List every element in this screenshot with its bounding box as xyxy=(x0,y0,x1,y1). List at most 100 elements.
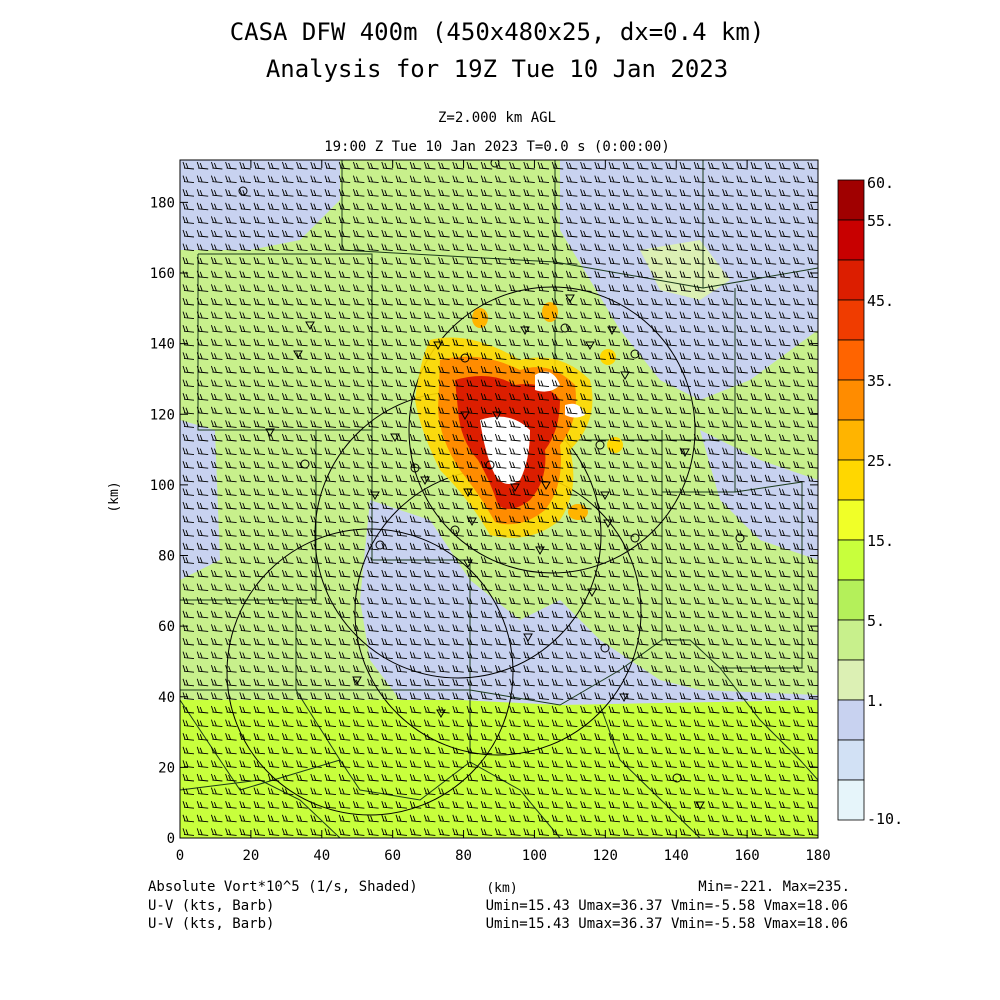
y-axis-label: (km) xyxy=(107,481,122,512)
radar-site-marker xyxy=(375,540,385,550)
radar-site-marker xyxy=(463,559,473,569)
wind-barbs xyxy=(182,160,818,836)
wind-stats-1: Umin=15.43 Umax=36.37 Vmin=-5.58 Vmax=18… xyxy=(486,898,848,914)
radar-site-marker xyxy=(585,341,595,351)
radar-site-marker xyxy=(450,525,460,535)
radar-site-marker xyxy=(735,533,745,543)
x-tick-label: 140 xyxy=(664,848,689,864)
colorbar-label: -10. xyxy=(867,810,903,828)
radar-site-marker xyxy=(352,676,362,686)
radar-site-marker xyxy=(595,440,605,450)
radar-site-marker xyxy=(460,411,470,421)
radar-site-marker xyxy=(619,693,629,703)
radar-site-marker xyxy=(293,350,303,360)
y-tick-label: 20 xyxy=(158,760,175,776)
y-tick-label: 140 xyxy=(150,337,175,353)
wind-barb-label-1: U-V (kts, Barb) xyxy=(148,898,274,914)
radar-site-marker xyxy=(492,411,502,421)
x-tick-label: 100 xyxy=(522,848,547,864)
y-tick-label: 180 xyxy=(150,195,175,211)
radar-site-marker xyxy=(603,519,613,529)
x-tick-label: 160 xyxy=(734,848,759,864)
radar-site-marker xyxy=(560,323,570,333)
wind-barb-label-2: U-V (kts, Barb) xyxy=(148,916,274,932)
wind-stats-2: Umin=15.43 Umax=36.37 Vmin=-5.58 Vmax=18… xyxy=(486,916,848,932)
colorbar-segment xyxy=(837,579,865,621)
title-line-2: Analysis for 19Z Tue 10 Jan 2023 xyxy=(266,55,728,83)
colorbar-segment xyxy=(837,779,865,821)
y-tick-label: 160 xyxy=(150,266,175,282)
colorbar-segment xyxy=(837,259,865,301)
colorbar-segment xyxy=(837,619,865,661)
x-tick-label: 60 xyxy=(384,848,401,864)
radar-site-marker xyxy=(600,643,610,653)
radar-site-marker xyxy=(390,433,400,443)
x-tick-label: 180 xyxy=(805,848,830,864)
colorbar-segment xyxy=(837,179,865,221)
radar-site-marker xyxy=(238,186,248,196)
y-tick-label: 80 xyxy=(158,549,175,565)
colorbar-segment xyxy=(837,499,865,541)
colorbar-label: 25. xyxy=(867,452,894,470)
radar-site-marker xyxy=(695,801,705,811)
colorbar-label: 1. xyxy=(867,692,885,710)
pale-region-n xyxy=(640,240,730,300)
radar-site-marker xyxy=(410,463,420,473)
colorbar-segment xyxy=(837,739,865,781)
blue-region-west xyxy=(180,420,220,580)
radar-site-marker xyxy=(265,428,275,438)
colorbar-segment xyxy=(837,699,865,741)
radar-site-marker xyxy=(630,349,640,359)
x-tick-label: 40 xyxy=(313,848,330,864)
radar-site-marker xyxy=(535,546,545,556)
colorbar-segment xyxy=(837,659,865,701)
colorbar-label: 5. xyxy=(867,612,885,630)
radar-site-marker xyxy=(565,294,575,304)
radar-site-marker xyxy=(600,491,610,501)
y-tick-label: 100 xyxy=(150,478,175,494)
radar-site-marker xyxy=(305,321,315,331)
radar-site-marker xyxy=(460,353,470,363)
radar-site-marker xyxy=(541,481,551,491)
radar-site-marker xyxy=(463,488,473,498)
colorbar-label: 15. xyxy=(867,532,894,550)
min-max-label: Min=-221. Max=235. xyxy=(698,879,850,895)
colorbar-segment xyxy=(837,219,865,261)
x-tick-label: 120 xyxy=(593,848,618,864)
radar-site-marker xyxy=(523,633,533,643)
radar-site-marker xyxy=(467,517,477,527)
radar-site-marker xyxy=(485,460,495,470)
vorticity-maxima xyxy=(415,302,623,538)
radar-site-marker xyxy=(433,341,443,351)
wind-barb-glyphs xyxy=(182,161,818,836)
colorbar-segment xyxy=(837,379,865,421)
radar-site-marker xyxy=(607,326,617,336)
y-tick-label: 40 xyxy=(158,690,175,706)
radar-site-marker xyxy=(630,533,640,543)
radar-site-marker xyxy=(520,326,530,336)
radar-site-marker xyxy=(300,459,310,469)
level-label: Z=2.000 km AGL xyxy=(438,110,556,126)
colorbar-segment xyxy=(837,339,865,381)
y-tick-label: 0 xyxy=(167,831,175,847)
radar-site-marker xyxy=(620,371,630,381)
map-area xyxy=(180,160,818,838)
colorbar-segment xyxy=(837,419,865,461)
radar-site-marker xyxy=(587,588,597,598)
field-label: Absolute Vort*10^5 (1/s, Shaded) xyxy=(148,879,418,895)
time-label: 19:00 Z Tue 10 Jan 2023 T=0.0 s (0:00:00… xyxy=(324,139,670,155)
radar-site-marker xyxy=(490,160,500,168)
colorbar-label: 60. xyxy=(867,174,894,192)
colorbar-segment xyxy=(837,299,865,341)
radar-site-marker xyxy=(436,709,446,719)
colorbar: 60. 55. 45. 35. 25. 15. 5. 1. -10. xyxy=(837,174,903,828)
x-tick-label: 80 xyxy=(455,848,472,864)
x-tick-label: 0 xyxy=(176,848,184,864)
radar-site-marker xyxy=(680,448,690,458)
radar-site-marker xyxy=(370,491,380,501)
y-tick-label: 60 xyxy=(158,619,175,635)
title-line-1: CASA DFW 400m (450x480x25, dx=0.4 km) xyxy=(230,18,765,46)
blue-region-center xyxy=(360,500,818,705)
colorbar-label: 55. xyxy=(867,212,894,230)
